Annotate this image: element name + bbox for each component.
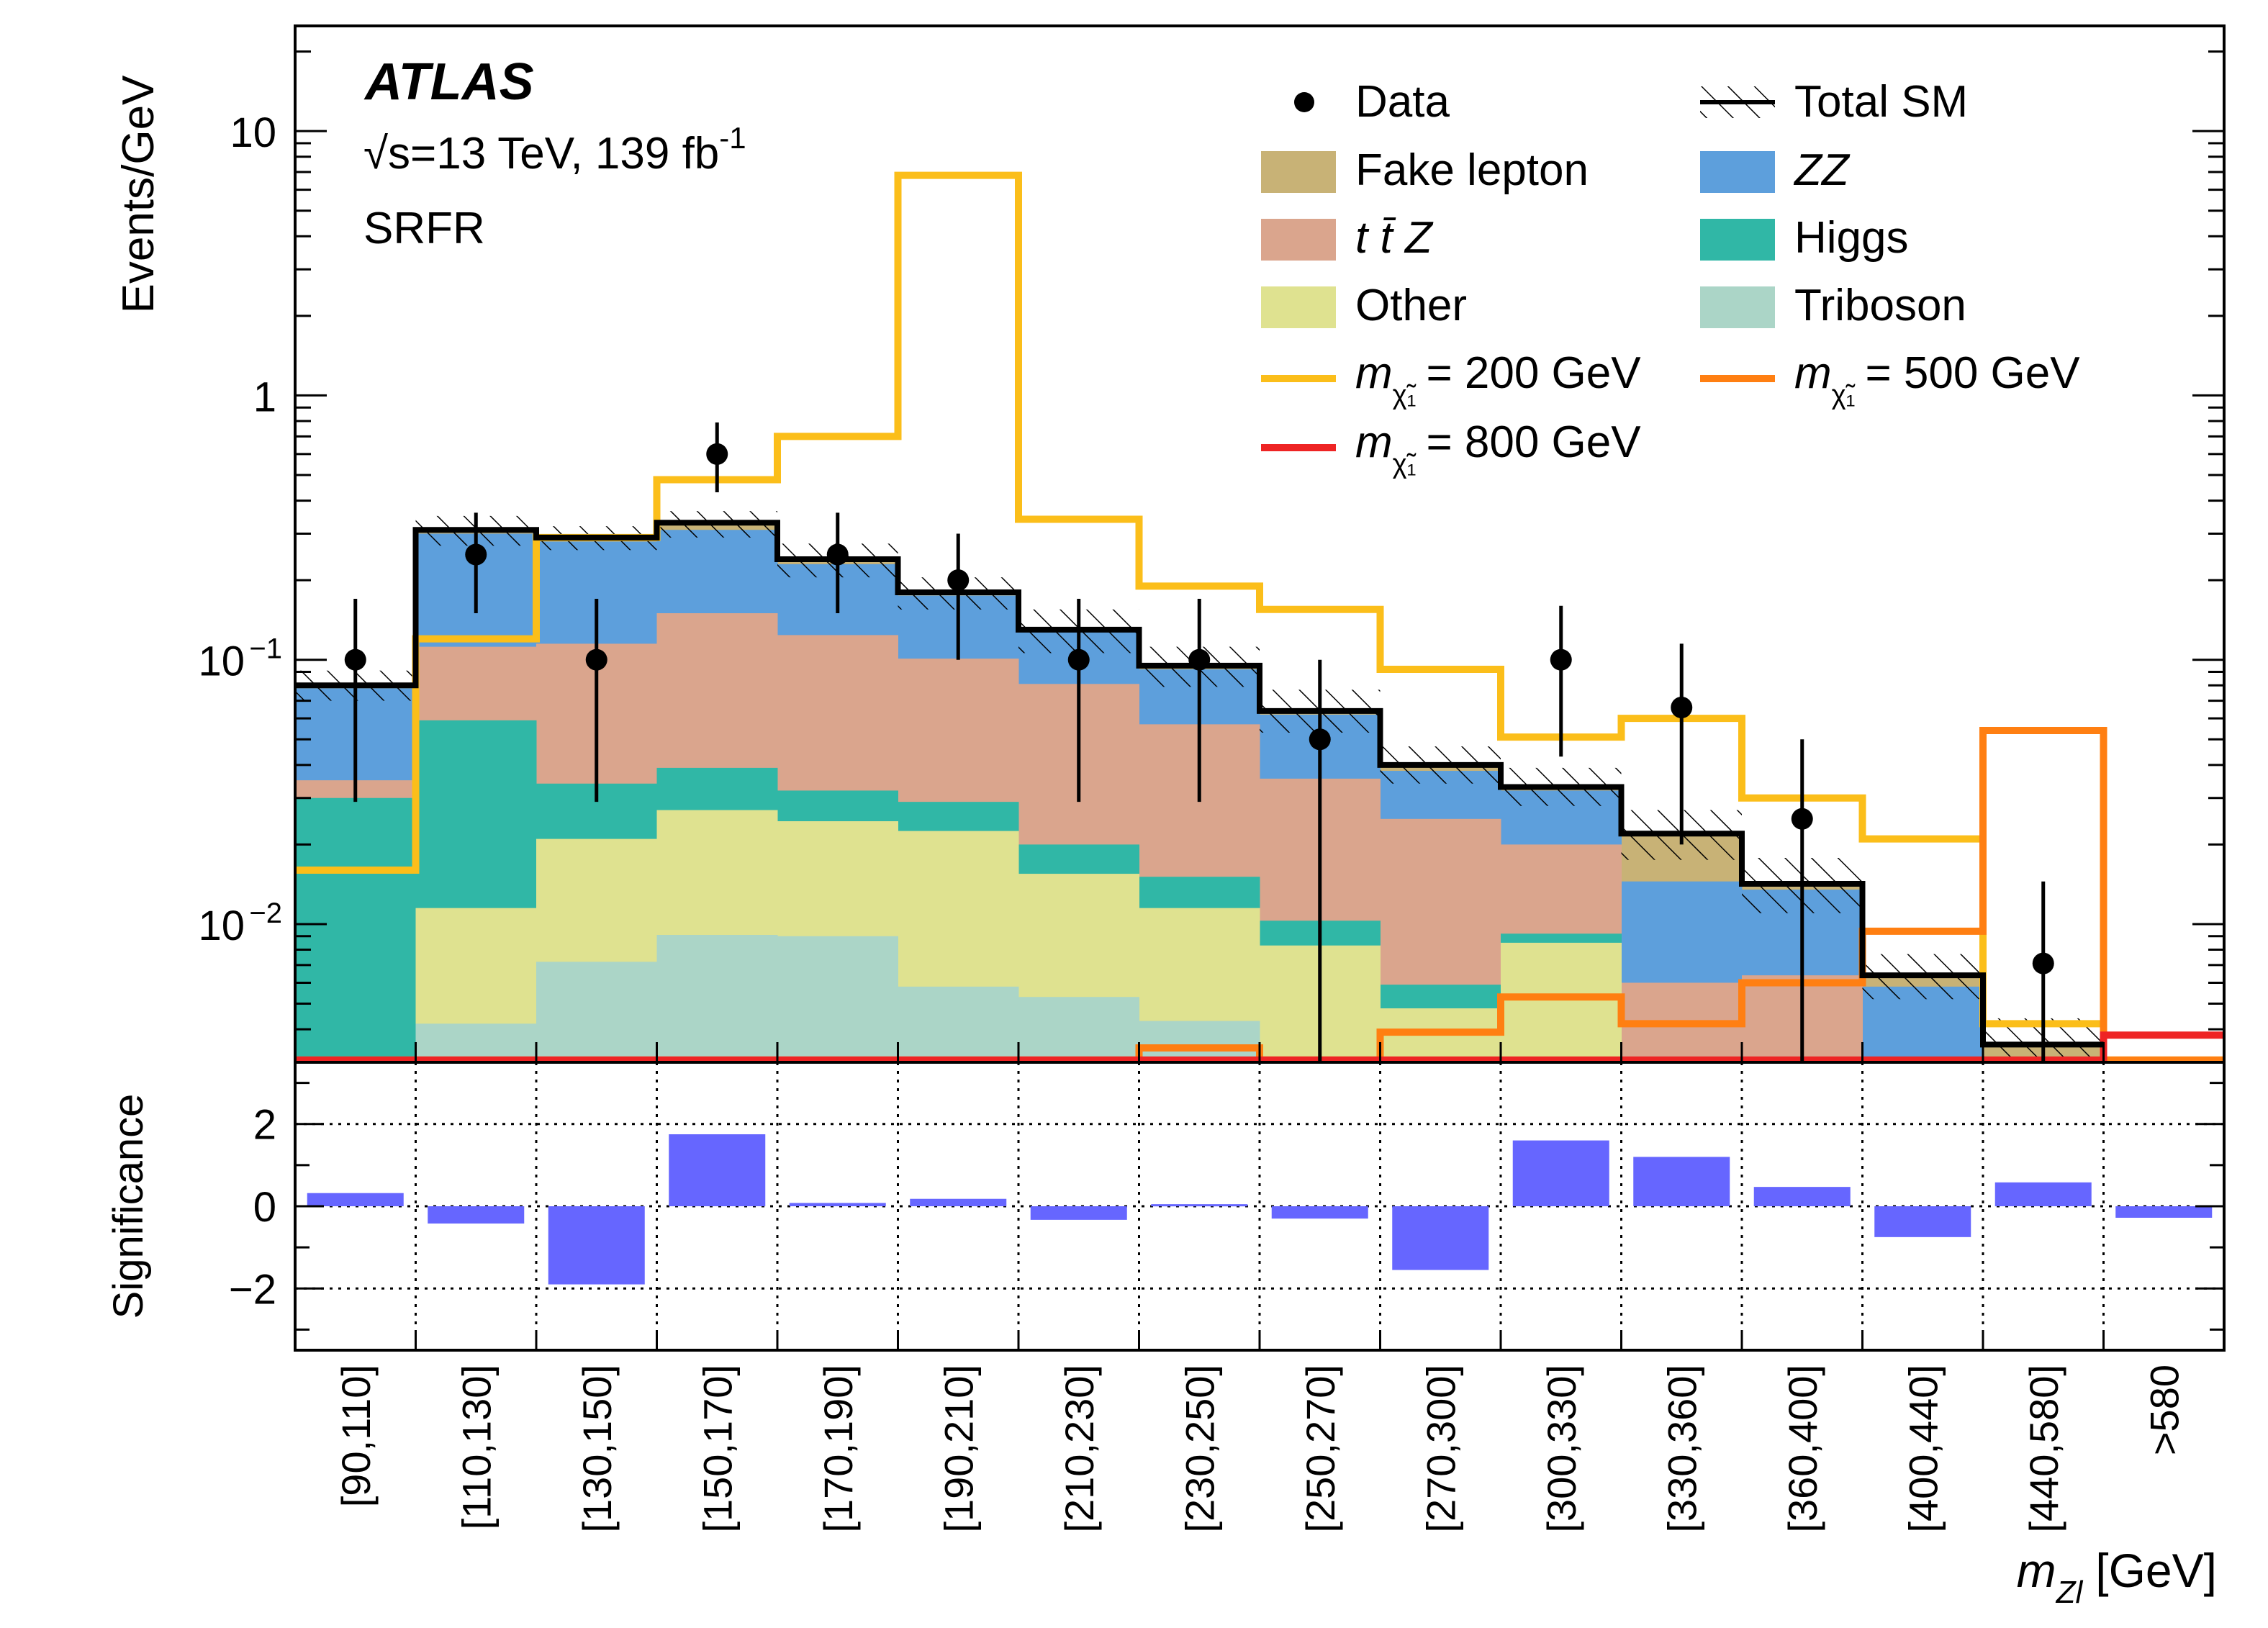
significance-bar-15 xyxy=(2115,1206,2213,1218)
main-ytick-exp-3: −2 xyxy=(249,897,282,929)
data-point-14 xyxy=(2032,952,2054,974)
data-point-4 xyxy=(826,543,849,566)
bar-triboson-1 xyxy=(415,1023,537,1062)
data-point-5 xyxy=(947,569,970,592)
legend-signal-200-label: mχ̃₁ = 200 GeV xyxy=(1355,348,1641,410)
legend-fake-lepton-label: Fake lepton xyxy=(1355,145,1589,195)
legend-signal-500-label: mχ̃₁ = 500 GeV xyxy=(1794,348,2080,410)
x-category-label-8: [250,270] xyxy=(1298,1365,1343,1533)
legend-fake-lepton-swatch xyxy=(1261,151,1336,193)
region-label: SRFR xyxy=(363,204,485,253)
x-category-label-1: [110,130] xyxy=(453,1365,499,1529)
x-category-label-14: [440,580] xyxy=(2021,1365,2066,1533)
x-category-label-0: [90,110] xyxy=(333,1365,379,1507)
data-point-3 xyxy=(706,443,728,465)
significance-bar-12 xyxy=(1753,1187,1851,1206)
sig-ytick-label-0: 2 xyxy=(253,1102,276,1149)
significance-bar-8 xyxy=(1271,1206,1368,1219)
sig-ytick-label-2: −2 xyxy=(229,1266,276,1313)
bar-zz-13 xyxy=(1862,986,1984,1062)
data-point-2 xyxy=(585,648,607,671)
legend-ttz-label: t t̄ Z xyxy=(1355,213,1434,263)
legend-data-marker xyxy=(1294,92,1314,112)
data-point-12 xyxy=(1791,808,1813,830)
bar-triboson-4 xyxy=(777,936,898,1062)
bar-triboson-2 xyxy=(536,962,657,1062)
data-point-10 xyxy=(1550,648,1572,671)
bar-triboson-7 xyxy=(1139,1021,1260,1062)
legend-zz-swatch xyxy=(1700,151,1775,193)
bar-triboson-6 xyxy=(1018,997,1139,1062)
legend-other-label: Other xyxy=(1355,281,1467,330)
bar-triboson-5 xyxy=(898,986,1019,1062)
x-category-label-11: [330,360] xyxy=(1659,1365,1704,1533)
data-point-11 xyxy=(1671,696,1693,718)
main-ytick-label-2: 10 xyxy=(198,638,245,685)
main-ytick-label-0: 10 xyxy=(230,109,276,156)
legend-higgs-label: Higgs xyxy=(1794,213,1909,263)
x-category-label-5: [190,210] xyxy=(936,1365,981,1533)
legend-higgs-swatch xyxy=(1700,219,1775,261)
significance-bar-4 xyxy=(789,1203,886,1206)
main-ytick-label-1: 1 xyxy=(253,374,276,420)
legend-triboson-swatch xyxy=(1700,286,1775,328)
legend-triboson-label: Triboson xyxy=(1794,281,1966,330)
legend-signal-800-label: mχ̃₁ = 800 GeV xyxy=(1355,417,1641,479)
bar-higgs-0 xyxy=(295,797,416,1062)
significance-bar-2 xyxy=(548,1206,645,1285)
legend-other-swatch xyxy=(1261,286,1336,328)
x-axis-title: mZl [GeV] xyxy=(2017,1544,2217,1610)
x-category-label-3: [150,170] xyxy=(695,1365,740,1533)
stacked-backgrounds xyxy=(295,523,2104,1062)
data-point-6 xyxy=(1067,648,1090,671)
main-ylabel: Events/GeV xyxy=(114,75,163,313)
data-point-0 xyxy=(344,648,366,671)
bar-other-10 xyxy=(1501,942,1622,1062)
significance-bar-6 xyxy=(1030,1206,1127,1220)
significance-bar-0 xyxy=(307,1193,404,1206)
data-point-7 xyxy=(1188,648,1211,671)
legend-ttz-swatch xyxy=(1261,219,1336,261)
significance-bar-7 xyxy=(1151,1204,1248,1207)
main-ytick-exp-2: −1 xyxy=(249,633,282,665)
x-category-label-2: [130,150] xyxy=(574,1365,620,1533)
x-category-label-10: [300,330] xyxy=(1539,1365,1584,1533)
legend: Data Total SM Fake lepton ZZ t t̄ Z Higg… xyxy=(1261,77,2080,479)
significance-bar-13 xyxy=(1874,1206,1971,1237)
x-category-label-9: [270,300] xyxy=(1418,1365,1463,1533)
significance-bar-1 xyxy=(428,1206,525,1224)
x-category-label-4: [170,190] xyxy=(816,1365,861,1533)
data-point-1 xyxy=(465,543,487,566)
significance-bars xyxy=(307,1134,2213,1285)
main-ytick-label-3: 10 xyxy=(198,903,245,949)
x-category-label-12: [360,400] xyxy=(1780,1365,1825,1533)
legend-data-label: Data xyxy=(1355,77,1450,127)
atlas-label: ATLAS xyxy=(363,53,534,111)
significance-bar-5 xyxy=(910,1198,1007,1206)
significance-bar-11 xyxy=(1633,1157,1730,1206)
legend-zz-label: ZZ xyxy=(1793,145,1851,195)
data-point-8 xyxy=(1309,728,1331,751)
sig-ytick-label-1: 0 xyxy=(253,1184,276,1231)
legend-total-sm-marker xyxy=(1700,86,1775,118)
significance-ylabel: Significance xyxy=(105,1094,152,1319)
x-category-label-13: [400,440] xyxy=(1900,1365,1946,1533)
significance-bar-14 xyxy=(1994,1182,2092,1206)
significance-bar-9 xyxy=(1392,1206,1489,1270)
x-category-label-15: >580 xyxy=(2141,1365,2187,1455)
significance-bar-3 xyxy=(669,1134,766,1206)
significance-bar-10 xyxy=(1512,1140,1609,1206)
legend-total-sm-label: Total SM xyxy=(1794,77,1968,127)
x-category-label-6: [210,230] xyxy=(1057,1365,1102,1533)
data-points xyxy=(344,422,2054,1062)
x-category-label-7: [230,250] xyxy=(1177,1365,1222,1533)
energy-label: √s=13 TeV, 139 fb-1 xyxy=(363,121,746,178)
bar-triboson-3 xyxy=(656,935,778,1062)
